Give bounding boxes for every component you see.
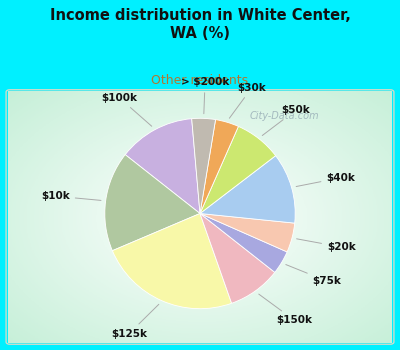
Text: City-Data.com: City-Data.com xyxy=(250,111,319,121)
Wedge shape xyxy=(112,214,232,309)
Wedge shape xyxy=(192,118,216,214)
Wedge shape xyxy=(200,214,287,272)
Text: Income distribution in White Center,
WA (%): Income distribution in White Center, WA … xyxy=(50,8,350,41)
Text: $20k: $20k xyxy=(297,239,356,252)
Text: $125k: $125k xyxy=(111,304,159,339)
Text: $100k: $100k xyxy=(102,93,152,126)
Text: $10k: $10k xyxy=(41,191,101,201)
Text: $50k: $50k xyxy=(262,105,310,135)
Text: $150k: $150k xyxy=(259,294,312,325)
Wedge shape xyxy=(105,155,200,251)
Wedge shape xyxy=(125,119,200,214)
Text: Other residents: Other residents xyxy=(152,74,248,87)
Wedge shape xyxy=(200,126,276,214)
Wedge shape xyxy=(200,156,295,223)
Text: > $200k: > $200k xyxy=(181,77,229,114)
Text: $30k: $30k xyxy=(229,83,266,118)
Wedge shape xyxy=(200,120,238,214)
Wedge shape xyxy=(200,214,275,303)
Wedge shape xyxy=(200,214,295,252)
Text: $40k: $40k xyxy=(296,173,355,187)
Text: $75k: $75k xyxy=(286,265,342,286)
